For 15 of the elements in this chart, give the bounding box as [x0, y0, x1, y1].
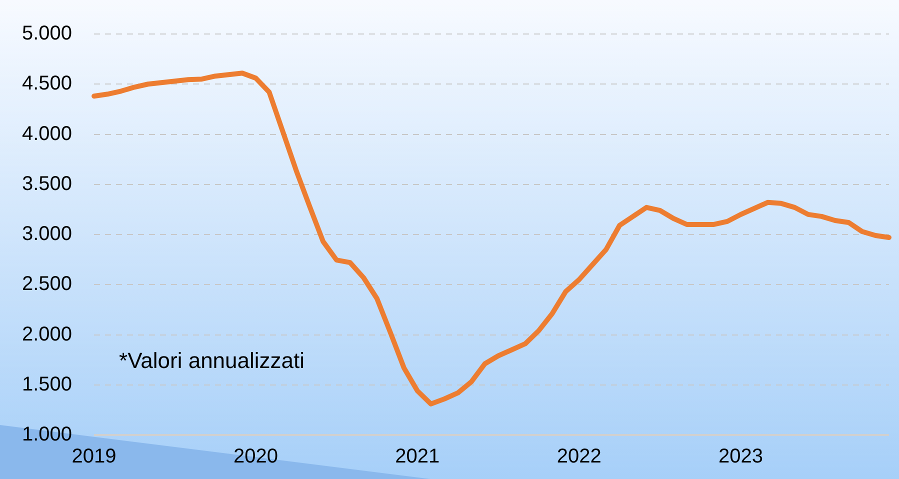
y-tick-label: 2.500 — [22, 273, 72, 296]
y-tick-label: 2.000 — [22, 323, 72, 346]
x-tick-label: 2020 — [233, 446, 278, 468]
y-tick-label: 4.000 — [22, 122, 72, 145]
y-tick-label: 3.500 — [22, 172, 72, 195]
y-tick-label: 4.500 — [22, 72, 72, 95]
y-tick-label: 5.000 — [22, 22, 72, 45]
x-tick-label: 2023 — [718, 446, 764, 468]
x-tick-label: 2019 — [72, 446, 116, 468]
y-tick-label: 1.500 — [22, 373, 72, 396]
x-tick-label: 2022 — [556, 446, 602, 468]
y-tick-label: 3.000 — [22, 223, 72, 246]
annotation: *Valori annualizzati — [119, 348, 305, 374]
y-tick-label: 1.000 — [22, 424, 72, 446]
x-tick-label: 2021 — [395, 446, 440, 468]
